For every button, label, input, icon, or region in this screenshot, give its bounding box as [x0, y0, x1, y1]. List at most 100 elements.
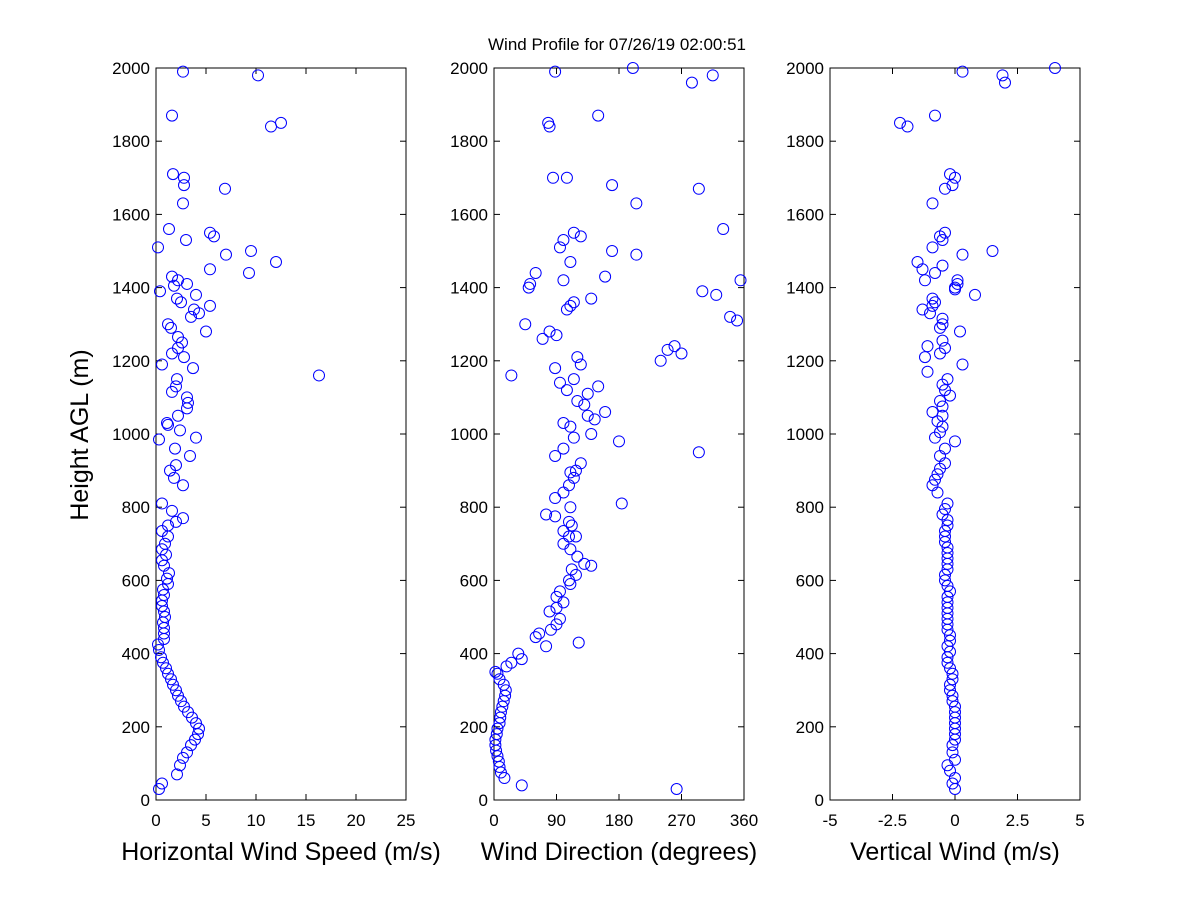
x-tick-label: 0	[950, 811, 959, 830]
data-point	[926, 197, 939, 210]
data-point	[567, 373, 580, 386]
data-point	[567, 431, 580, 444]
data-point	[489, 665, 502, 678]
data-point	[204, 226, 216, 239]
data-point	[550, 329, 563, 342]
x-tick-label: 2.5	[1006, 811, 1030, 830]
y-tick-label: 1000	[786, 425, 824, 444]
data-point	[564, 299, 577, 312]
data-point	[519, 318, 532, 331]
data-point	[585, 559, 598, 572]
x-tick-group: 0 90 180 270 360	[489, 68, 758, 830]
data-point	[939, 442, 951, 455]
data-point	[936, 318, 949, 331]
figure-title: Wind Profile for 07/26/19 02:00:51	[488, 35, 746, 54]
data-point	[492, 755, 505, 768]
x-tick-label: 15	[297, 811, 316, 830]
data-point	[175, 695, 187, 708]
data-point	[944, 168, 956, 181]
data-point	[553, 585, 566, 598]
y-tick-label: 1400	[112, 279, 150, 298]
data-point	[946, 739, 959, 752]
data-point	[181, 746, 193, 759]
data-point	[724, 310, 737, 323]
data-point	[986, 245, 999, 257]
y-tick-label: 600	[460, 571, 488, 590]
data-point	[592, 109, 605, 122]
data-point	[204, 299, 216, 312]
data-point	[661, 343, 674, 356]
data-point	[564, 420, 577, 433]
data-point	[163, 223, 175, 236]
data-point	[969, 288, 981, 301]
data-point	[170, 459, 182, 472]
data-point	[172, 689, 184, 702]
data-point	[156, 497, 168, 510]
panel-frame	[493, 67, 745, 801]
data-point	[180, 234, 192, 247]
data-point	[184, 449, 196, 462]
data-point	[941, 579, 954, 592]
axes-box	[155, 67, 407, 801]
data-point	[956, 248, 969, 261]
data-point	[220, 248, 232, 261]
data-point	[177, 512, 189, 525]
data-point	[161, 417, 173, 430]
data-point	[949, 753, 961, 766]
data-point	[190, 431, 202, 444]
data-point	[493, 673, 506, 686]
data-point	[949, 700, 961, 713]
y-tick-label: 1000	[112, 425, 150, 444]
y-tick-label: 1600	[112, 205, 150, 224]
data-point	[581, 409, 594, 422]
data-point	[515, 779, 528, 792]
data-point	[243, 266, 255, 279]
data-point	[549, 362, 562, 375]
data-point	[999, 76, 1011, 89]
panel-horizontal-wind-speed: 0 200 400 600 800 1000 1200 1400 1600 1800 2000 0 5…	[112, 59, 441, 866]
data-point	[167, 168, 179, 181]
data-point	[571, 395, 584, 408]
data-point	[178, 351, 190, 364]
data-point	[585, 292, 598, 305]
y-tick-label: 200	[122, 718, 150, 737]
data-point	[939, 530, 951, 543]
data-point	[170, 380, 182, 393]
data-point	[592, 380, 605, 393]
data-point	[939, 524, 951, 537]
data-point	[560, 303, 573, 316]
data-point	[565, 519, 578, 532]
data-point	[153, 433, 165, 446]
data-point	[166, 270, 178, 283]
data-point	[550, 601, 563, 614]
data-point	[731, 314, 744, 327]
y-tick-label: 600	[122, 571, 150, 590]
data-point	[599, 270, 612, 283]
data-point	[155, 651, 167, 664]
y-axis-label: Height AGL (m)	[66, 349, 94, 520]
data-point	[941, 640, 954, 653]
data-point	[159, 537, 171, 550]
data-point	[557, 596, 570, 609]
data-point	[941, 541, 954, 554]
data-point	[536, 332, 549, 345]
data-point	[553, 376, 566, 389]
data-point	[901, 120, 914, 133]
data-point	[946, 689, 959, 702]
y-tick-group: 0 200 400 600 800 1000 1200 1400 1600 1800 2000	[786, 59, 1080, 810]
data-point	[564, 466, 577, 479]
data-point	[931, 486, 944, 499]
data-point	[951, 274, 964, 287]
data-point	[946, 777, 959, 790]
data-point	[494, 706, 507, 719]
data-point	[178, 700, 190, 713]
data-point	[944, 764, 956, 777]
data-point	[956, 65, 969, 78]
data-point	[924, 307, 936, 320]
data-point	[174, 424, 186, 437]
data-point	[491, 667, 504, 680]
data-point	[929, 296, 941, 309]
data-point	[944, 585, 956, 598]
y-tick-label: 1000	[450, 425, 488, 444]
data-point	[549, 510, 562, 523]
